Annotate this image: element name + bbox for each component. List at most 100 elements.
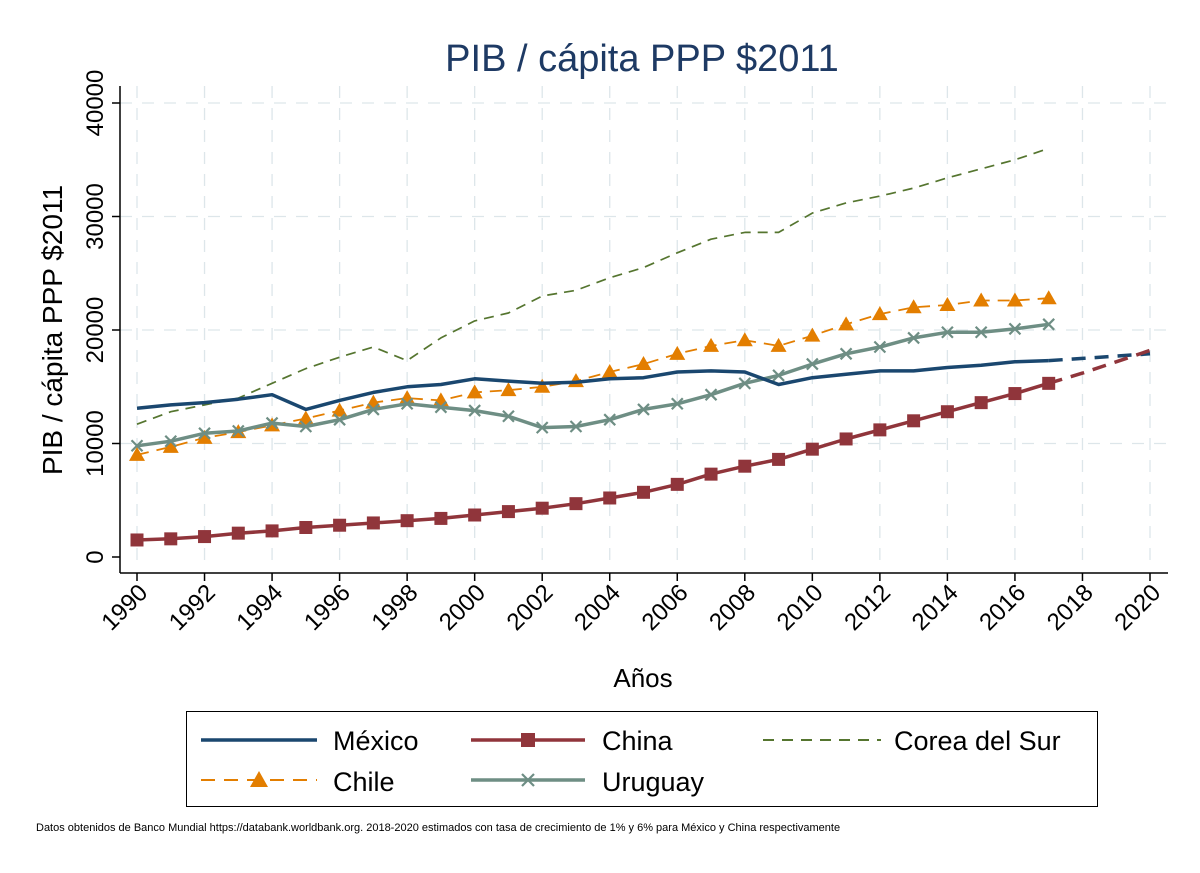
point-china <box>164 532 178 546</box>
point-china <box>366 516 380 530</box>
y-tick-label: 20000 <box>82 297 109 364</box>
legend-item-uruguay: Uruguay <box>471 767 705 797</box>
point-chile <box>838 316 855 331</box>
point-china <box>772 452 786 466</box>
legend-label-corea: Corea del Sur <box>894 726 1061 756</box>
point-chile <box>736 332 753 347</box>
legend-items: México China Corea del Sur Chile Uruguay <box>201 726 1061 797</box>
x-axis-label: Años <box>613 663 672 693</box>
point-uruguay <box>873 340 887 354</box>
footnote: Datos obtenidos de Banco Mundial https:/… <box>36 822 841 834</box>
series-line-chile <box>136 297 1049 456</box>
point-uruguay <box>265 416 279 430</box>
legend-marker-chile <box>250 771 268 787</box>
point-uruguay <box>806 357 819 371</box>
legend-item-china: China <box>471 726 674 756</box>
point-china <box>569 497 583 511</box>
series-lines <box>129 147 1151 547</box>
point-china <box>873 423 887 437</box>
point-chile <box>601 363 618 378</box>
legend-label-uruguay: Uruguay <box>602 767 705 797</box>
point-uruguay <box>434 400 448 414</box>
point-uruguay <box>907 331 920 345</box>
point-uruguay <box>164 434 178 448</box>
point-uruguay <box>974 325 988 339</box>
legend-label-chile: Chile <box>333 767 395 797</box>
point-uruguay <box>400 397 414 411</box>
point-china <box>198 530 212 544</box>
series-line-m-xico <box>136 358 1049 412</box>
point-china <box>907 414 921 428</box>
y-tick-label: 0 <box>82 550 109 563</box>
point-chile <box>939 297 956 312</box>
series-line-china <box>136 381 1050 542</box>
point-china <box>130 533 144 547</box>
point-chile <box>162 438 179 453</box>
point-china <box>468 508 482 522</box>
point-china <box>231 526 245 540</box>
y-tick-label: 40000 <box>82 70 109 137</box>
point-chile <box>1040 290 1057 305</box>
point-chile <box>635 356 652 371</box>
point-uruguay <box>670 397 684 411</box>
point-chile <box>804 327 821 342</box>
point-uruguay <box>772 369 785 382</box>
point-china <box>704 467 718 481</box>
series-projection-m-xico <box>1048 352 1151 363</box>
point-uruguay <box>299 420 313 433</box>
point-chile <box>770 337 787 352</box>
series-line-uruguay <box>136 322 1049 448</box>
point-uruguay <box>941 325 954 339</box>
point-uruguay <box>232 424 245 438</box>
legend: México China Corea del Sur Chile Uruguay <box>186 711 1098 807</box>
point-chile <box>129 446 145 461</box>
point-uruguay <box>535 421 549 434</box>
point-china <box>670 477 684 491</box>
y-axis-label: PIB / cápita PPP $2011 <box>37 185 68 475</box>
point-china <box>974 396 988 410</box>
point-china <box>535 501 549 515</box>
point-chile <box>466 384 483 399</box>
point-china <box>265 524 279 538</box>
point-chile <box>669 345 686 360</box>
point-uruguay <box>468 404 481 417</box>
legend-marker-uruguay <box>521 773 535 787</box>
point-china <box>738 459 752 473</box>
point-uruguay <box>637 403 650 416</box>
point-uruguay <box>839 347 853 361</box>
point-chile <box>331 402 348 417</box>
point-uruguay <box>502 409 515 423</box>
point-uruguay <box>704 388 718 401</box>
series-line-corea-del-sur <box>136 147 1049 425</box>
point-chile <box>196 429 213 444</box>
point-chile <box>905 299 922 314</box>
series-projection-china <box>1048 348 1151 385</box>
point-china <box>603 491 617 505</box>
point-uruguay <box>1008 322 1022 336</box>
chart-title: PIB / cápita PPP $2011 <box>445 38 839 80</box>
point-uruguay <box>738 377 752 390</box>
point-china <box>299 520 313 534</box>
point-uruguay <box>603 413 617 426</box>
point-china <box>1008 387 1022 401</box>
legend-label-china: China <box>602 726 674 756</box>
point-chile <box>500 382 517 397</box>
point-china <box>940 405 954 419</box>
point-uruguay <box>367 403 380 416</box>
point-chile <box>1006 292 1023 307</box>
y-tick-label: 30000 <box>82 183 109 250</box>
legend-item-chile: Chile <box>201 767 395 797</box>
point-uruguay <box>198 427 211 440</box>
point-china <box>434 511 448 525</box>
point-chile <box>871 306 888 321</box>
point-china <box>637 485 650 499</box>
legend-label-mexico: México <box>333 726 419 756</box>
point-china <box>400 514 414 528</box>
point-chile <box>534 378 551 393</box>
point-chile <box>703 337 720 352</box>
point-uruguay <box>333 413 346 426</box>
legend-item-mexico: México <box>201 726 419 756</box>
point-uruguay <box>130 439 144 453</box>
legend-marker-china <box>521 733 535 747</box>
